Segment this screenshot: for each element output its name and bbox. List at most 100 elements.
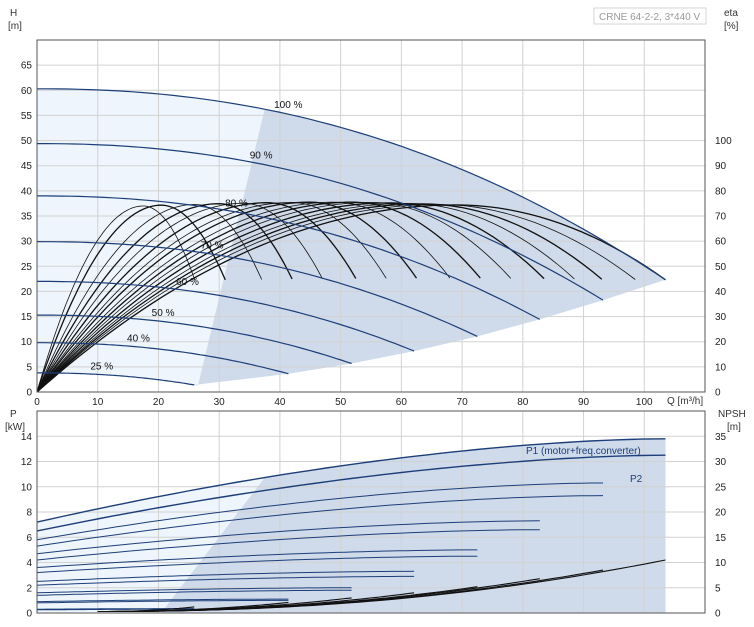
speed-label: 80 % xyxy=(225,198,248,209)
head-curve xyxy=(37,143,604,301)
eta-tick-label: 0 xyxy=(715,388,721,399)
head-curve xyxy=(37,88,666,281)
head-tick-label: 50 xyxy=(21,136,33,147)
head-tick-label: 30 xyxy=(21,237,33,248)
x-tick-label: 20 xyxy=(153,397,165,408)
head-tick-label: 60 xyxy=(21,86,33,97)
npsh-axis-symbol: NPSH xyxy=(718,409,746,420)
power-tick-label: 0 xyxy=(26,609,32,620)
head-tick-label: 20 xyxy=(21,287,33,298)
efficiency-curve xyxy=(36,202,323,393)
eta-tick-label: 100 xyxy=(715,136,732,147)
npsh-tick-label: 15 xyxy=(715,533,727,544)
x-tick-label: 90 xyxy=(578,397,590,408)
power-curve xyxy=(36,555,478,574)
speed-label: 25 % xyxy=(90,361,113,372)
flow-axis-label: Q [m³/h] xyxy=(667,396,703,407)
bottom-plot-frame xyxy=(36,410,706,614)
power-curve xyxy=(36,570,415,582)
efficiency-curve xyxy=(36,204,666,393)
speed-label: 90 % xyxy=(250,150,273,161)
efficiency-curve xyxy=(36,203,263,393)
eta-tick-label: 20 xyxy=(715,337,727,348)
power-tick-label: 12 xyxy=(21,457,33,468)
eta-tick-label: 80 xyxy=(715,186,727,197)
npsh-tick-label: 35 xyxy=(715,432,727,443)
operating-range-light-band xyxy=(37,88,265,386)
eta-tick-label: 70 xyxy=(715,212,727,223)
power-tick-label: 4 xyxy=(26,558,32,569)
x-tick-label: 80 xyxy=(517,397,529,408)
x-tick-label: 70 xyxy=(457,397,469,408)
efficiency-curve xyxy=(36,203,293,393)
bottom-tick-labels: 0 2 4 6 8 10 12 14 0 5 10 15 20 25 30 35 xyxy=(21,432,727,620)
power-curve xyxy=(37,608,195,610)
speed-label: 60 % xyxy=(176,277,199,288)
eta-axis-unit: [%] xyxy=(724,21,739,32)
efficiency-curve xyxy=(36,203,603,393)
head-tick-label: 0 xyxy=(26,388,32,399)
head-axis-symbol: H xyxy=(10,8,17,19)
head-curve xyxy=(37,342,289,375)
top-tick-labels: 0 10 20 30 40 50 60 70 80 90 100051015202530354045… xyxy=(21,61,732,408)
npsh-curves xyxy=(97,559,666,613)
power-curve xyxy=(36,589,352,596)
efficiency-curves xyxy=(36,201,666,393)
head-tick-label: 15 xyxy=(21,312,33,323)
efficiency-curve xyxy=(36,203,636,393)
npsh-tick-label: 0 xyxy=(715,609,721,620)
model-label-box xyxy=(593,7,707,25)
x-tick-label: 10 xyxy=(92,397,104,408)
npsh-tick-label: 20 xyxy=(715,508,727,519)
head-tick-label: 35 xyxy=(21,212,33,223)
head-curves: 100 % 90 % 80 % 70 % 60 % 50 % 40 % 25 % xyxy=(36,88,666,386)
efficiency-curve xyxy=(36,201,418,393)
head-curve xyxy=(37,372,195,386)
power-axis-symbol: P xyxy=(10,409,17,420)
power-curves xyxy=(36,438,666,611)
head-tick-label: 40 xyxy=(21,186,33,197)
head-curve xyxy=(37,195,541,320)
efficiency-curve xyxy=(36,202,575,393)
npsh-tick-label: 30 xyxy=(715,457,727,468)
power-curve xyxy=(36,520,540,555)
p1-curve-label: P1 (motor+freq.converter) xyxy=(526,446,641,457)
x-tick-label: 30 xyxy=(214,397,226,408)
head-efficiency-panel: 100 % 90 % 80 % 70 % 60 % 50 % 40 % 25 % 0 10 20 3… xyxy=(8,7,739,408)
head-curve xyxy=(36,241,478,337)
power-curve xyxy=(36,454,666,532)
x-tick-label: 0 xyxy=(34,397,40,408)
eta-tick-label: 40 xyxy=(715,287,727,298)
efficiency-curve xyxy=(36,201,387,393)
eta-tick-label: 30 xyxy=(715,312,727,323)
power-curve xyxy=(36,549,478,568)
power-tick-label: 10 xyxy=(21,482,33,493)
npsh-curve xyxy=(97,606,195,613)
power-curve xyxy=(36,438,666,523)
power-curve xyxy=(36,599,289,604)
eta-tick-label: 60 xyxy=(715,237,727,248)
top-plot-frame xyxy=(36,39,706,393)
power-range-band xyxy=(161,438,666,613)
power-tick-label: 2 xyxy=(26,583,32,594)
power-curve xyxy=(36,482,603,541)
efficiency-curve xyxy=(36,201,451,393)
efficiency-curve xyxy=(36,201,481,393)
npsh-tick-label: 10 xyxy=(715,558,727,569)
speed-label: 100 % xyxy=(274,100,302,111)
eta-tick-label: 90 xyxy=(715,161,727,172)
head-tick-label: 45 xyxy=(21,161,33,172)
eta-tick-label: 50 xyxy=(715,262,727,273)
efficiency-curve xyxy=(36,202,545,393)
x-tick-label: 100 xyxy=(636,397,653,408)
power-curve xyxy=(36,575,415,586)
power-tick-label: 8 xyxy=(26,508,32,519)
model-label: CRNE 64-2-2, 3*440 V xyxy=(599,12,700,23)
npsh-axis-unit: [m] xyxy=(727,422,741,433)
speed-label: 70 % xyxy=(201,241,224,252)
power-curve xyxy=(37,598,289,603)
npsh-tick-label: 25 xyxy=(715,482,727,493)
head-tick-label: 25 xyxy=(21,262,33,273)
power-axis-unit: [kW] xyxy=(5,422,25,433)
